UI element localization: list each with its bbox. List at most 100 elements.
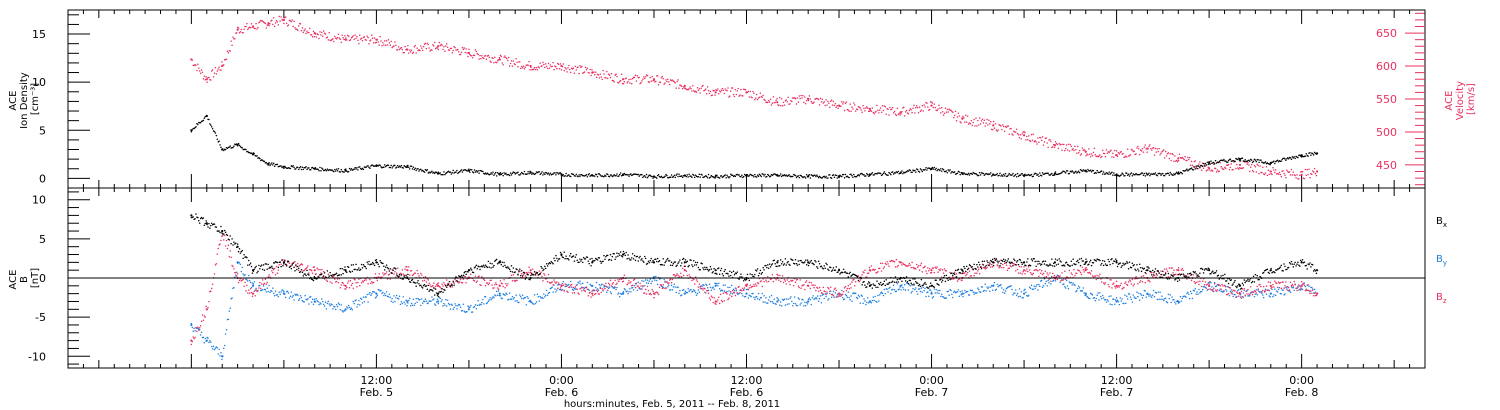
- density-point: [637, 173, 639, 176]
- velocity-point: [1117, 152, 1120, 154]
- bz-point: [233, 268, 235, 270]
- density-point: [1109, 173, 1111, 175]
- velocity-point: [475, 50, 478, 53]
- velocity-point: [739, 94, 741, 96]
- by-point: [248, 279, 251, 282]
- density-point: [1274, 162, 1276, 165]
- velocity-point: [464, 51, 466, 54]
- velocity-point: [330, 39, 332, 42]
- density-point: [265, 161, 268, 164]
- by-point: [289, 295, 292, 297]
- bz-point: [396, 272, 398, 274]
- velocity-point: [1146, 151, 1148, 153]
- by-point: [532, 303, 535, 305]
- velocity-point: [1043, 141, 1046, 143]
- density-point: [304, 167, 306, 169]
- by-point: [992, 284, 995, 286]
- bz-point: [637, 285, 639, 287]
- by-point: [921, 291, 924, 293]
- velocity-point: [1120, 150, 1122, 153]
- by-point: [362, 296, 365, 298]
- density-point: [665, 173, 667, 176]
- bz-point: [362, 281, 365, 283]
- density-point: [996, 172, 998, 175]
- bz-point: [670, 281, 673, 284]
- by-point: [480, 303, 482, 306]
- velocity-point: [450, 47, 453, 50]
- velocity-point: [966, 115, 969, 117]
- density-point: [1126, 174, 1129, 176]
- density-point: [805, 174, 808, 176]
- velocity-point: [915, 107, 917, 109]
- velocity-point: [1015, 128, 1018, 131]
- density-point: [841, 175, 843, 178]
- by-point: [1179, 295, 1182, 298]
- velocity-point: [215, 73, 218, 75]
- velocity-point: [982, 122, 985, 124]
- density-point: [298, 166, 301, 169]
- by-point: [794, 303, 797, 305]
- velocity-point: [714, 91, 717, 94]
- density-point: [884, 172, 887, 175]
- velocity-point: [1078, 149, 1081, 152]
- velocity-point: [852, 108, 854, 110]
- velocity-tick-label: 550: [1376, 93, 1397, 106]
- velocity-point: [462, 48, 465, 51]
- density-point: [764, 173, 766, 176]
- velocity-point: [644, 75, 647, 78]
- density-point: [444, 173, 446, 176]
- density-point: [190, 131, 193, 133]
- velocity-point: [696, 86, 699, 89]
- by-point: [471, 311, 474, 313]
- by-point: [334, 306, 336, 308]
- density-point: [707, 173, 710, 176]
- by-point: [382, 291, 384, 294]
- by-point: [1042, 285, 1045, 287]
- velocity-point: [510, 60, 513, 62]
- by-point: [693, 290, 696, 292]
- velocity-point: [1182, 157, 1184, 160]
- by-point: [881, 292, 884, 295]
- bz-point: [748, 287, 751, 289]
- by-point: [933, 288, 936, 290]
- bz-point: [854, 280, 857, 283]
- by-point: [930, 292, 933, 295]
- bz-point: [258, 287, 260, 289]
- by-point: [732, 288, 735, 291]
- density-point: [800, 174, 802, 177]
- velocity-point: [232, 36, 234, 38]
- density-point: [1212, 161, 1215, 164]
- bz-point: [707, 292, 710, 295]
- velocity-point: [1101, 155, 1103, 158]
- by-point: [744, 295, 747, 298]
- velocity-point: [821, 98, 824, 101]
- density-point: [1066, 170, 1069, 172]
- density-point: [273, 165, 276, 168]
- by-point: [901, 284, 903, 286]
- bz-point: [265, 283, 268, 286]
- density-point: [714, 175, 717, 178]
- bz-point: [789, 283, 791, 286]
- by-point: [268, 284, 270, 287]
- by-point: [1081, 289, 1084, 292]
- by-point: [374, 297, 377, 299]
- velocity-point: [337, 33, 340, 36]
- bz-point: [297, 262, 299, 265]
- density-point: [1035, 172, 1037, 175]
- velocity-point: [976, 125, 978, 127]
- density-point: [1027, 173, 1030, 176]
- by-point: [821, 294, 824, 296]
- by-point: [882, 294, 885, 297]
- velocity-point: [870, 110, 873, 113]
- by-point: [770, 294, 773, 297]
- density-point: [1139, 173, 1142, 175]
- density-point: [852, 176, 854, 179]
- by-point: [332, 308, 334, 310]
- density-point: [759, 174, 762, 177]
- by-point: [996, 283, 998, 286]
- velocity-point: [975, 117, 977, 119]
- by-point: [1278, 286, 1281, 289]
- by-point: [321, 298, 323, 300]
- velocity-point: [352, 35, 355, 37]
- density-point: [575, 173, 578, 176]
